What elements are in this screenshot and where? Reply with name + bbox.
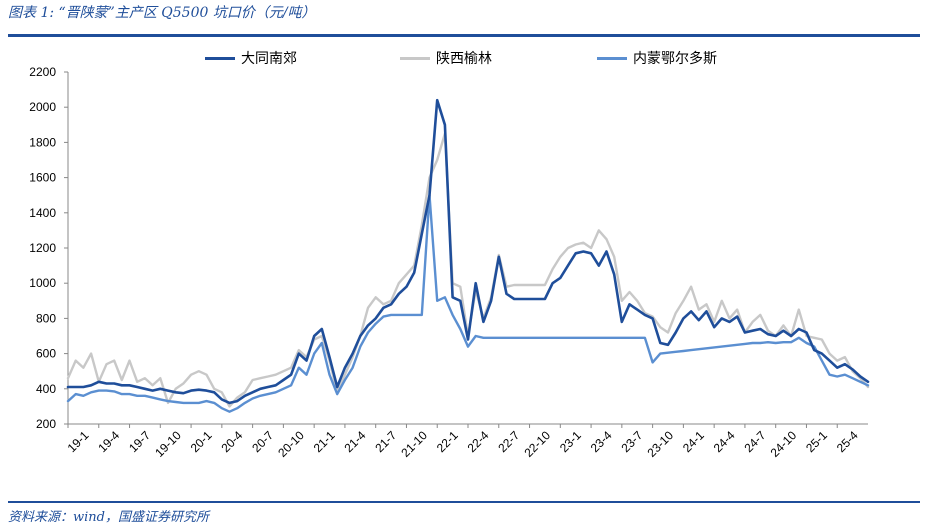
x-tick-label: 23-7	[618, 428, 645, 455]
series-line-2	[66, 194, 870, 413]
x-tick-label: 20-7	[249, 428, 276, 455]
legend-item-ordos: 内蒙鄂尔多斯	[597, 48, 717, 68]
x-tick-label: 25-4	[834, 428, 861, 455]
x-tick-label: 21-7	[372, 428, 399, 455]
x-tick-label: 22-7	[495, 428, 522, 455]
x-tick-label: 23-4	[588, 428, 615, 455]
chart-title: 图表 1: “晋陕蒙”主产区 Q5500 坑口价（元/吨）	[8, 5, 316, 21]
x-tick-label: 21-1	[311, 428, 338, 455]
x-tick-label: 23-10	[645, 428, 677, 460]
y-tick-label: 1200	[29, 241, 56, 255]
series-line-0	[66, 98, 870, 405]
x-tick-label: 23-1	[557, 428, 584, 455]
y-tick-label: 1800	[29, 135, 56, 149]
legend-swatch-datong	[205, 56, 235, 60]
footer-rule	[8, 501, 920, 503]
legend-label-datong: 大同南郊	[241, 51, 297, 67]
legend-label-yulin: 陕西榆林	[436, 51, 492, 67]
y-tick-label: 600	[36, 347, 56, 361]
source-note: 资料来源：wind，国盛证券研究所	[8, 510, 209, 525]
x-tick-label: 25-1	[803, 428, 830, 455]
x-tick-label: 20-10	[275, 428, 307, 460]
x-tick-label: 24-1	[680, 428, 707, 455]
x-tick-label: 20-4	[218, 428, 245, 455]
x-tick-label: 22-1	[434, 428, 461, 455]
y-tick-label: 400	[36, 382, 56, 396]
x-tick-label: 19-1	[65, 428, 92, 455]
line-chart: 200 400 600 800 1000 1200 1400 1600 1800 2000 2200…	[29, 65, 870, 460]
y-tick-label: 800	[36, 311, 56, 325]
y-tick-label: 200	[36, 417, 56, 431]
legend-swatch-ordos	[597, 56, 627, 60]
x-tick-label: 21-10	[398, 428, 430, 460]
x-tick-label: 21-4	[342, 428, 369, 455]
x-tick-label: 19-4	[95, 428, 122, 455]
x-tick-label: 22-10	[521, 428, 553, 460]
legend-item-yulin: 陕西榆林	[400, 48, 492, 68]
x-tick-label: 24-4	[711, 428, 738, 455]
legend-item-datong: 大同南郊	[205, 48, 297, 68]
x-tick-label: 19-10	[152, 428, 184, 460]
y-tick-label: 1000	[29, 276, 56, 290]
y-tick-label: 2000	[29, 100, 56, 114]
x-tick-label: 20-1	[188, 428, 215, 455]
x-tick-label: 22-4	[465, 428, 492, 455]
x-tick-label: 24-10	[768, 428, 800, 460]
series-line-1	[66, 132, 870, 408]
legend-label-ordos: 内蒙鄂尔多斯	[633, 51, 717, 67]
y-tick-label: 1600	[29, 171, 56, 185]
y-tick-label: 1400	[29, 206, 56, 220]
x-tick-label: 24-7	[742, 428, 769, 455]
x-tick-label: 19-7	[126, 428, 153, 455]
y-tick-label: 2200	[29, 65, 56, 79]
legend-swatch-yulin	[400, 56, 430, 60]
header-rule	[8, 34, 920, 37]
